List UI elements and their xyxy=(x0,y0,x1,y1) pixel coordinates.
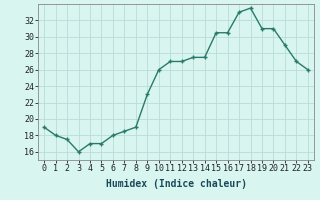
X-axis label: Humidex (Indice chaleur): Humidex (Indice chaleur) xyxy=(106,179,246,189)
